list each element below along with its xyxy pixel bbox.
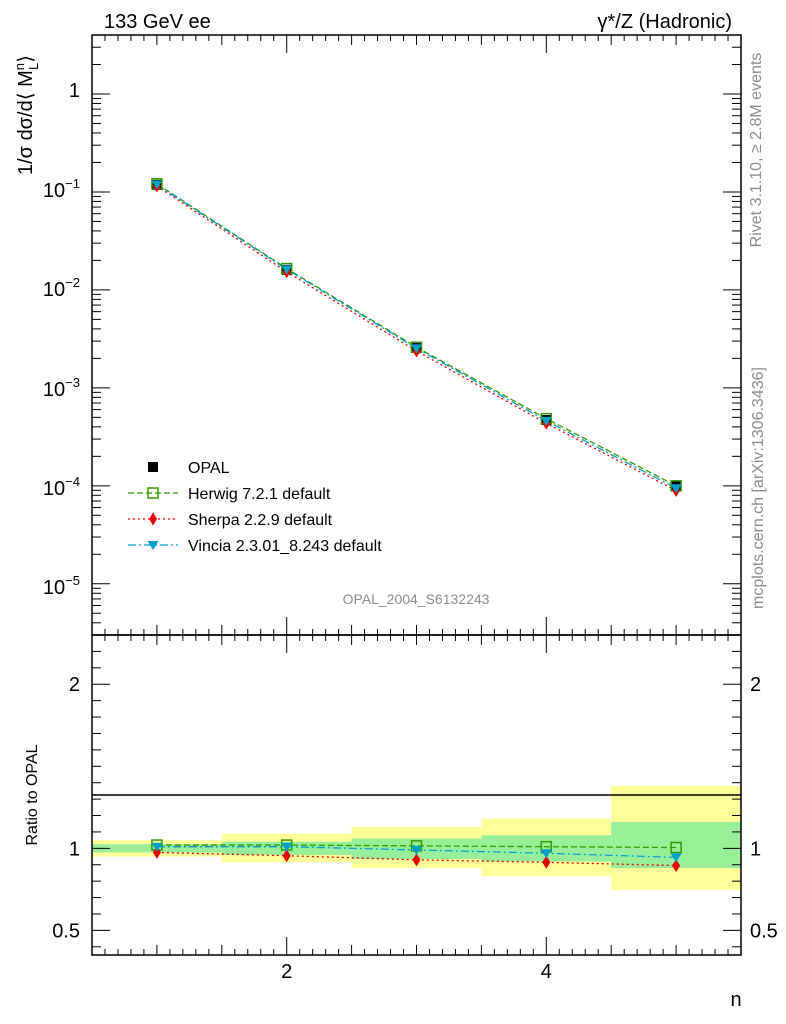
ratio-series-point (670, 841, 682, 854)
ratio-series-point (670, 853, 682, 863)
legend-label: Sherpa 2.2.9 default (188, 512, 333, 529)
legend-marker (147, 541, 159, 550)
ratio-series-point (281, 842, 293, 852)
xtick-label: 4 (541, 961, 552, 983)
main-series-group (151, 178, 682, 498)
ratio-ytick-label-right: 0.5 (750, 920, 778, 942)
legend: OPAL Herwig 7.2.1 default Sherpa 2.2.9 def… (128, 460, 382, 555)
main-series-line (156, 183, 677, 489)
ytick-label-1e-5: 10−5 (43, 573, 80, 599)
ratio-ylabel: Ratio to OPAL (24, 744, 41, 845)
rivet-label: Rivet 3.1.10, ≥ 2.8M events (748, 53, 765, 248)
ratio-ytick-label-left: 2 (69, 674, 80, 696)
main-ylabel: 1/σ dσ/d⟨ MnL⟩ (12, 55, 41, 175)
main-series-point (670, 484, 682, 494)
legend-marker (148, 462, 158, 472)
ratio-series-point (411, 845, 422, 855)
axis-ticks (92, 34, 742, 955)
legend-label: Herwig 7.2.1 default (188, 486, 331, 503)
ratio-series-group (151, 839, 682, 873)
left-title: 133 GeV ee (104, 11, 211, 33)
main-series-point (151, 180, 163, 190)
ratio-ytick-label-left: 1 (69, 838, 80, 860)
mcplots-label: mcplots.cern.ch [arXiv:1306.3436] (750, 367, 767, 609)
ratio-series-point (542, 855, 551, 869)
ratio-bands (92, 785, 741, 891)
ratio-series-line (156, 844, 677, 849)
ytick-label-1e-2: 10−2 (43, 275, 80, 301)
ratio-ytick-label-right: 2 (750, 674, 761, 696)
ytick-label-1e-4: 10−4 (43, 474, 80, 500)
ytick-label-1e-3: 10−3 (43, 375, 80, 401)
analysis-id: OPAL_2004_S6132243 (343, 591, 490, 607)
ratio-ytick-label-left: 0.5 (52, 920, 80, 942)
legend-label: OPAL (188, 460, 230, 477)
ratio-series-point (412, 853, 421, 867)
right-title: γ*/Z (Hadronic) (598, 11, 732, 33)
xtick-label: 2 (281, 961, 292, 983)
main-ytick-labels: 1 10−1 10−2 10−3 10−4 10−5 (43, 80, 80, 599)
main-series-line (156, 183, 677, 487)
main-series-point (540, 416, 552, 426)
ratio-series-point (152, 845, 161, 859)
ytick-label-1: 1 (69, 80, 80, 102)
ratio-series-point (151, 842, 163, 852)
legend-marker (147, 487, 159, 499)
legend-label: Vincia 2.3.01_8.243 default (188, 538, 382, 555)
ratio-series-point (672, 859, 681, 873)
ratio-series-line (156, 851, 677, 867)
legend-marker (149, 512, 157, 526)
ratio-series-point (282, 849, 291, 863)
main-series-point (281, 265, 293, 275)
main-series-point (411, 344, 422, 354)
ytick-label-1e-1: 10−1 (43, 176, 80, 202)
ratio-ytick-label-right: 1 (750, 838, 761, 860)
x-axis-label: n (730, 989, 741, 1011)
ratio-series-point (540, 849, 552, 859)
ratio-ytick-labels: 0.5 0.5 1 1 2 2 (52, 674, 778, 942)
